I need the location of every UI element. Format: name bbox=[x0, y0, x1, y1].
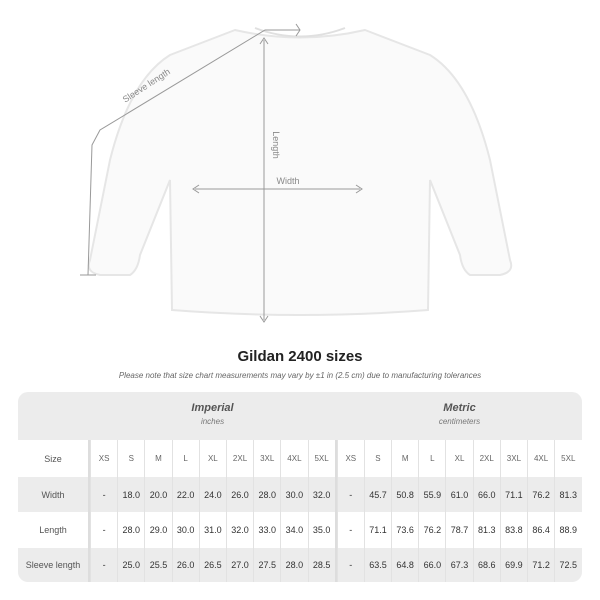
metric-cell: 76.2 bbox=[527, 477, 554, 512]
metric-unit: centimeters bbox=[438, 417, 481, 426]
metric-cell: 55.9 bbox=[418, 477, 445, 512]
metric-cell: 66.0 bbox=[418, 548, 445, 582]
row-label: Sleeve length bbox=[18, 548, 90, 582]
metric-cell: 81.3 bbox=[472, 512, 500, 548]
size-header-cell: L bbox=[418, 440, 445, 477]
size-header-cell: M bbox=[391, 440, 418, 477]
size-header-cell: XS bbox=[90, 440, 117, 477]
imperial-cell: 26.5 bbox=[198, 548, 226, 582]
size-header-cell: 3XL bbox=[253, 440, 280, 477]
size-header-cell: L bbox=[171, 440, 199, 477]
metric-cell: 45.7 bbox=[363, 477, 391, 512]
table-row: Length -28.0 29.0 30.0 31.0 32.0 33.0 34.0 35.0-… bbox=[18, 512, 582, 548]
imperial-cell: - bbox=[90, 512, 117, 548]
size-header-cell: XS bbox=[336, 440, 364, 477]
size-header-cell: 5XL bbox=[554, 440, 581, 477]
imperial-cell: 28.0 bbox=[280, 548, 307, 582]
metric-cell: 78.7 bbox=[445, 512, 472, 548]
length-label: Length bbox=[271, 131, 281, 159]
table-row: Sleeve length -25.0 25.5 26.0 26.5 27.0 27.5 28… bbox=[18, 548, 582, 582]
imperial-cell: 32.0 bbox=[307, 477, 335, 512]
metric-cell: 72.5 bbox=[554, 548, 581, 582]
table-row: Width -18.0 20.0 22.0 24.0 26.0 28.0 30.0 32.0-4… bbox=[18, 477, 582, 512]
imperial-cell: 24.0 bbox=[198, 477, 226, 512]
metric-cell: - bbox=[336, 512, 364, 548]
metric-cell: 63.5 bbox=[363, 548, 391, 582]
imperial-header: Imperial inches bbox=[90, 402, 335, 426]
metric-cell: 81.3 bbox=[554, 477, 581, 512]
imperial-cell: 26.0 bbox=[171, 548, 199, 582]
imperial-cell: 18.0 bbox=[117, 477, 144, 512]
imperial-cell: 27.0 bbox=[225, 548, 253, 582]
imperial-cell: 34.0 bbox=[280, 512, 307, 548]
metric-cell: 71.1 bbox=[499, 477, 527, 512]
imperial-cell: - bbox=[90, 548, 117, 582]
size-header-cell: XL bbox=[198, 440, 226, 477]
metric-cell: 64.8 bbox=[391, 548, 418, 582]
metric-cell: 66.0 bbox=[472, 477, 500, 512]
metric-cell: 61.0 bbox=[445, 477, 472, 512]
row-label: Size bbox=[18, 440, 90, 477]
imperial-cell: 28.5 bbox=[307, 548, 335, 582]
metric-cell: 88.9 bbox=[554, 512, 581, 548]
metric-cell: - bbox=[336, 548, 364, 582]
imperial-label: Imperial bbox=[191, 402, 234, 414]
subtitle: Please note that size chart measurements… bbox=[118, 371, 482, 380]
metric-cell: 68.6 bbox=[472, 548, 500, 582]
imperial-cell: 35.0 bbox=[307, 512, 335, 548]
metric-header: Metric centimeters bbox=[337, 402, 582, 426]
shirt-shape bbox=[87, 28, 513, 316]
metric-label: Metric bbox=[443, 402, 476, 414]
metric-cell: 67.3 bbox=[445, 548, 472, 582]
size-header-cell: 3XL bbox=[499, 440, 527, 477]
metric-cell: - bbox=[336, 477, 364, 512]
imperial-cell: 27.5 bbox=[253, 548, 280, 582]
size-header-row: Size XS S M L XL 2XL 3XL 4XL 5XL XS S M L XL 2XL 3XL 4XL 5… bbox=[18, 440, 582, 477]
imperial-cell: 30.0 bbox=[171, 512, 199, 548]
metric-cell: 69.9 bbox=[499, 548, 527, 582]
size-header-cell: XL bbox=[445, 440, 472, 477]
row-label: Width bbox=[18, 477, 90, 512]
imperial-cell: 30.0 bbox=[280, 477, 307, 512]
size-header-cell: 4XL bbox=[280, 440, 307, 477]
size-header-cell: S bbox=[363, 440, 391, 477]
imperial-cell: 22.0 bbox=[171, 477, 199, 512]
imperial-cell: 25.5 bbox=[144, 548, 171, 582]
size-header-cell: 2XL bbox=[472, 440, 500, 477]
imperial-cell: 20.0 bbox=[144, 477, 171, 512]
metric-cell: 83.8 bbox=[499, 512, 527, 548]
imperial-cell: 33.0 bbox=[253, 512, 280, 548]
width-label: Width bbox=[276, 176, 299, 186]
shirt-diagram: Sleeve length Length Width bbox=[80, 23, 513, 323]
page-title: Gildan 2400 sizes bbox=[237, 348, 363, 365]
size-header-cell: M bbox=[144, 440, 171, 477]
size-header-cell: 2XL bbox=[225, 440, 253, 477]
imperial-cell: 28.0 bbox=[117, 512, 144, 548]
size-header-cell: S bbox=[117, 440, 144, 477]
imperial-cell: - bbox=[90, 477, 117, 512]
imperial-cell: 29.0 bbox=[144, 512, 171, 548]
imperial-unit: inches bbox=[200, 417, 225, 426]
metric-cell: 73.6 bbox=[391, 512, 418, 548]
imperial-cell: 31.0 bbox=[198, 512, 226, 548]
imperial-cell: 28.0 bbox=[253, 477, 280, 512]
imperial-cell: 26.0 bbox=[225, 477, 253, 512]
metric-cell: 76.2 bbox=[418, 512, 445, 548]
metric-cell: 71.2 bbox=[527, 548, 554, 582]
size-header-cell: 4XL bbox=[527, 440, 554, 477]
imperial-cell: 32.0 bbox=[225, 512, 253, 548]
size-table: Imperial inches Metric centimeters Size XS S… bbox=[18, 392, 582, 582]
size-header-cell: 5XL bbox=[307, 440, 335, 477]
row-label: Length bbox=[18, 512, 90, 548]
metric-cell: 71.1 bbox=[363, 512, 391, 548]
metric-cell: 86.4 bbox=[527, 512, 554, 548]
imperial-cell: 25.0 bbox=[117, 548, 144, 582]
metric-cell: 50.8 bbox=[391, 477, 418, 512]
